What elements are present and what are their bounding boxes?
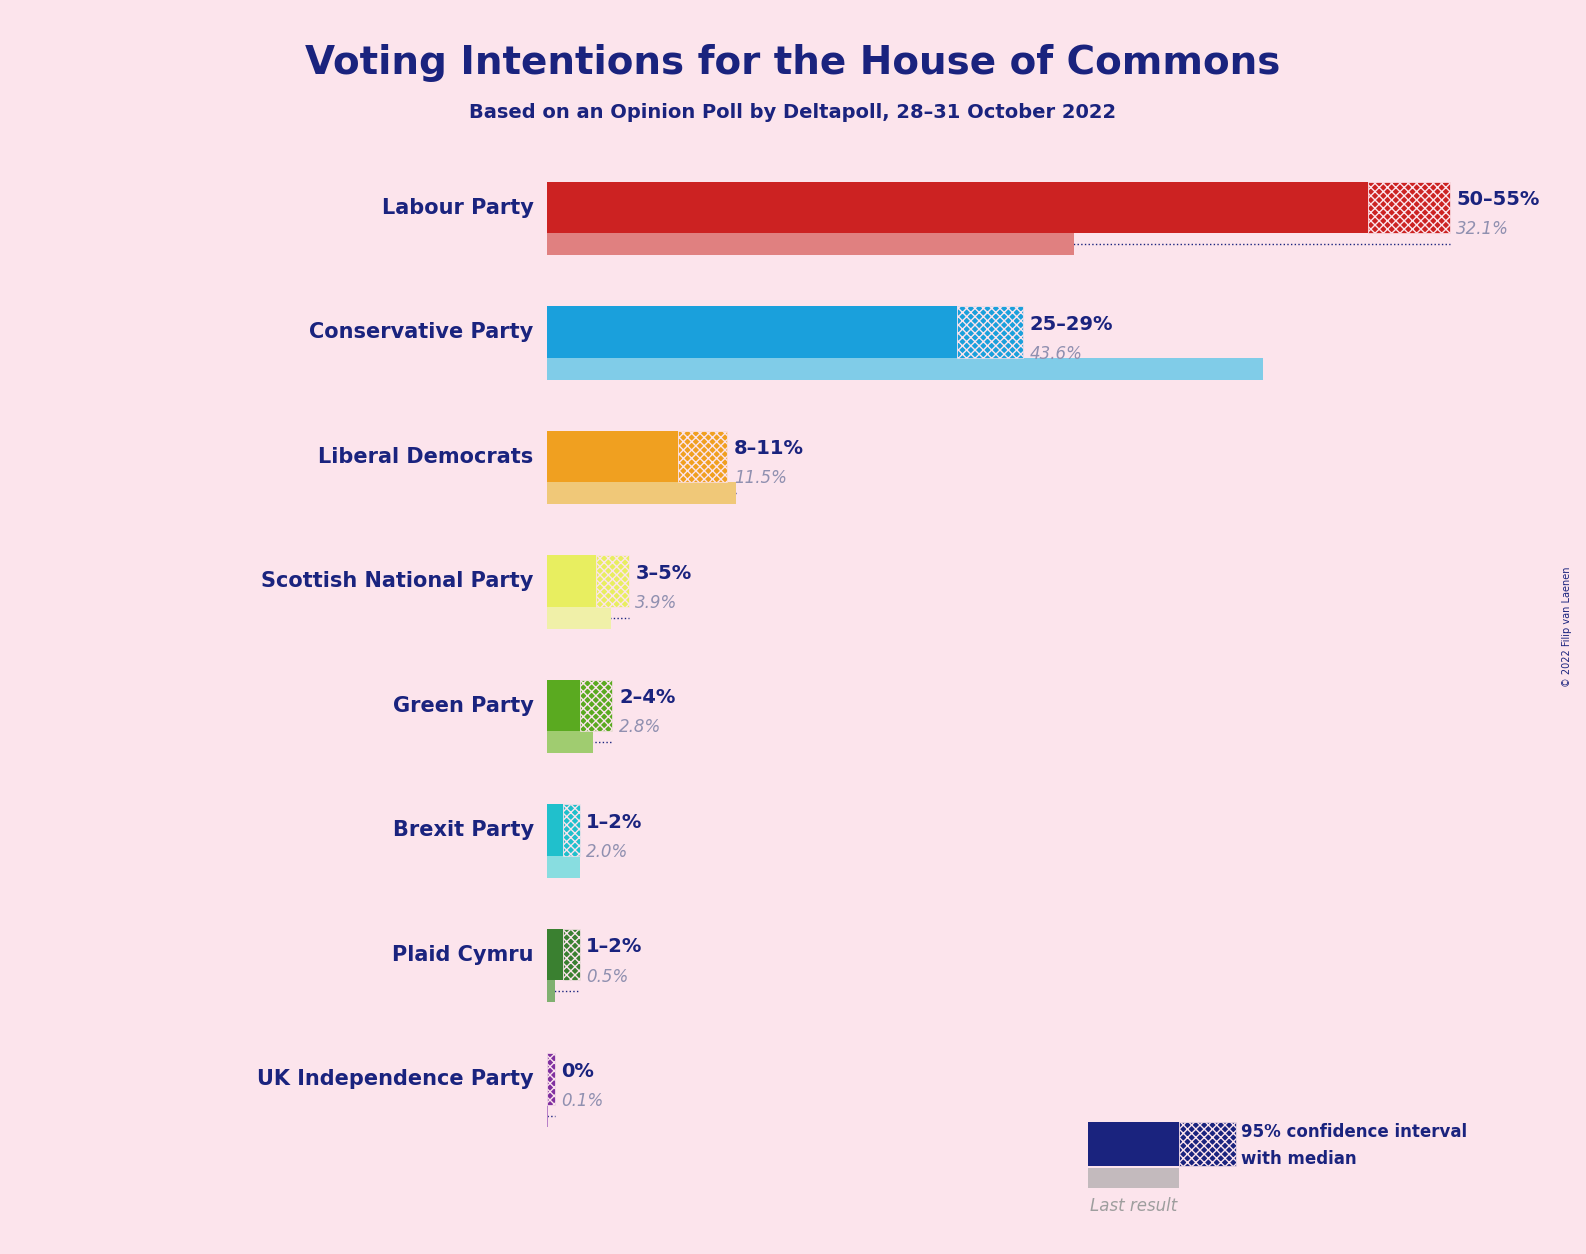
Bar [563,804,579,856]
Text: Last result: Last result [1090,1196,1177,1215]
Text: 1–2%: 1–2% [587,937,642,956]
Bar [547,731,593,754]
Text: Voting Intentions for the House of Commons: Voting Intentions for the House of Commo… [306,44,1280,82]
Text: 8–11%: 8–11% [734,439,804,458]
Bar [1088,1167,1178,1188]
Bar [547,483,736,504]
Text: 50–55%: 50–55% [1456,191,1540,209]
Text: Plaid Cymru: Plaid Cymru [392,944,533,964]
Text: 0.1%: 0.1% [561,1092,604,1110]
Text: Green Party: Green Party [393,696,533,716]
Text: Brexit Party: Brexit Party [392,820,533,840]
Text: 2–4%: 2–4% [619,688,676,707]
Text: Scottish National Party: Scottish National Party [262,571,533,591]
Bar [547,430,679,483]
Bar [563,929,579,981]
Bar [547,1105,549,1127]
Text: 2.0%: 2.0% [587,843,628,861]
Bar [1178,1122,1235,1166]
Text: 25–29%: 25–29% [1029,315,1113,334]
Text: 3–5%: 3–5% [636,563,691,583]
Bar [579,680,612,731]
Text: with median: with median [1242,1150,1356,1167]
Bar [547,804,563,856]
Bar [679,430,728,483]
Bar [547,556,596,607]
Bar [547,929,563,981]
Bar [958,306,1023,357]
Bar [547,856,579,878]
Text: 2.8%: 2.8% [619,719,661,736]
Bar [1367,182,1450,233]
Text: 3.9%: 3.9% [636,594,677,612]
Text: Liberal Democrats: Liberal Democrats [319,446,533,466]
Text: 11.5%: 11.5% [734,469,787,488]
Text: 0.5%: 0.5% [587,968,628,986]
Bar [547,607,611,630]
Text: 32.1%: 32.1% [1456,221,1510,238]
Text: 0%: 0% [561,1062,595,1081]
Text: 1–2%: 1–2% [587,813,642,831]
Bar [596,556,630,607]
Bar [547,357,1262,380]
Text: 43.6%: 43.6% [1029,345,1082,362]
Text: © 2022 Filip van Laenen: © 2022 Filip van Laenen [1562,567,1572,687]
Bar [547,1053,555,1105]
Text: UK Independence Party: UK Independence Party [257,1070,533,1090]
Bar [1088,1122,1178,1166]
Text: Conservative Party: Conservative Party [309,322,533,342]
Bar [547,680,579,731]
Bar [547,981,555,1002]
Text: 95% confidence interval: 95% confidence interval [1242,1122,1467,1141]
Bar [547,233,1074,256]
Text: Labour Party: Labour Party [382,198,533,217]
Bar [547,306,958,357]
Text: Based on an Opinion Poll by Deltapoll, 28–31 October 2022: Based on an Opinion Poll by Deltapoll, 2… [469,103,1117,122]
Bar [547,182,1367,233]
